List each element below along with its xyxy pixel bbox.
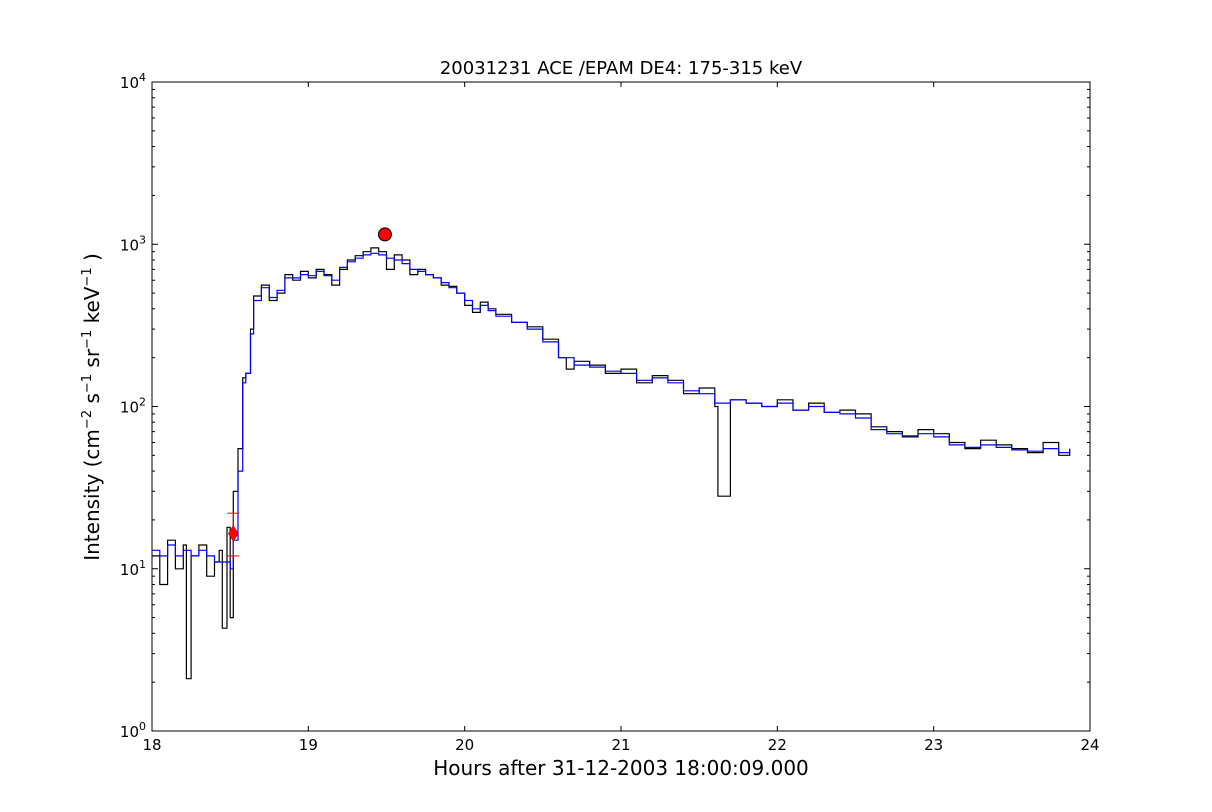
series-layer (152, 247, 1071, 680)
y-tick-label: 101 (120, 558, 146, 579)
y-tick-label-exp: 1 (139, 558, 146, 571)
y-axis-title-part: ) (80, 253, 104, 267)
y-axis-title-part: Intensity (cm (80, 429, 104, 561)
x-tick-label: 19 (299, 736, 318, 754)
y-tick-label-base: 10 (120, 236, 139, 254)
series-line-1 (152, 252, 1071, 570)
y-tick-label-base: 10 (120, 723, 139, 741)
x-tick-label: 21 (611, 736, 630, 754)
y-tick-label: 102 (120, 396, 146, 417)
y-axis-title-exp: −1 (80, 374, 95, 393)
y-axis-title: Intensity (cm−2 s−1 sr−1 keV−1 ) (80, 253, 104, 561)
y-tick-label: 104 (120, 71, 146, 92)
series-line-0 (152, 247, 1071, 680)
x-tick-label: 24 (1080, 736, 1099, 754)
y-tick-label-exp: 3 (139, 233, 146, 246)
y-axis-title-exp: −2 (80, 410, 95, 429)
y-tick-label-exp: 0 (139, 720, 146, 733)
y-tick-label: 100 (120, 720, 146, 741)
y-tick-label-exp: 2 (139, 396, 146, 409)
y-tick-label: 103 (120, 233, 146, 254)
peak-marker (377, 227, 392, 242)
y-tick-label-base: 10 (120, 74, 139, 92)
plot-area (152, 82, 1090, 731)
x-tick-label: 18 (142, 736, 161, 754)
y-axis-title-part: sr (80, 348, 104, 374)
chart-title: 20031231 ACE /EPAM DE4: 175-315 keV (440, 58, 803, 79)
y-axis-title-exp: −1 (80, 267, 95, 286)
y-axis-title-exp: −1 (80, 330, 95, 349)
x-tick-label: 22 (768, 736, 787, 754)
y-tick-label-base: 10 (120, 399, 139, 417)
x-tick-label: 23 (924, 736, 943, 754)
y-tick-label-exp: 4 (139, 71, 146, 84)
y-tick-label-base: 10 (120, 561, 139, 579)
y-axis-title-part: s (80, 393, 104, 410)
onset-marker (227, 524, 239, 542)
marker-layer (227, 227, 392, 557)
x-axis-title: Hours after 31-12-2003 18:00:09.000 (433, 756, 809, 780)
y-axis-title-part: keV (80, 286, 104, 330)
x-tick-label: 20 (455, 736, 474, 754)
